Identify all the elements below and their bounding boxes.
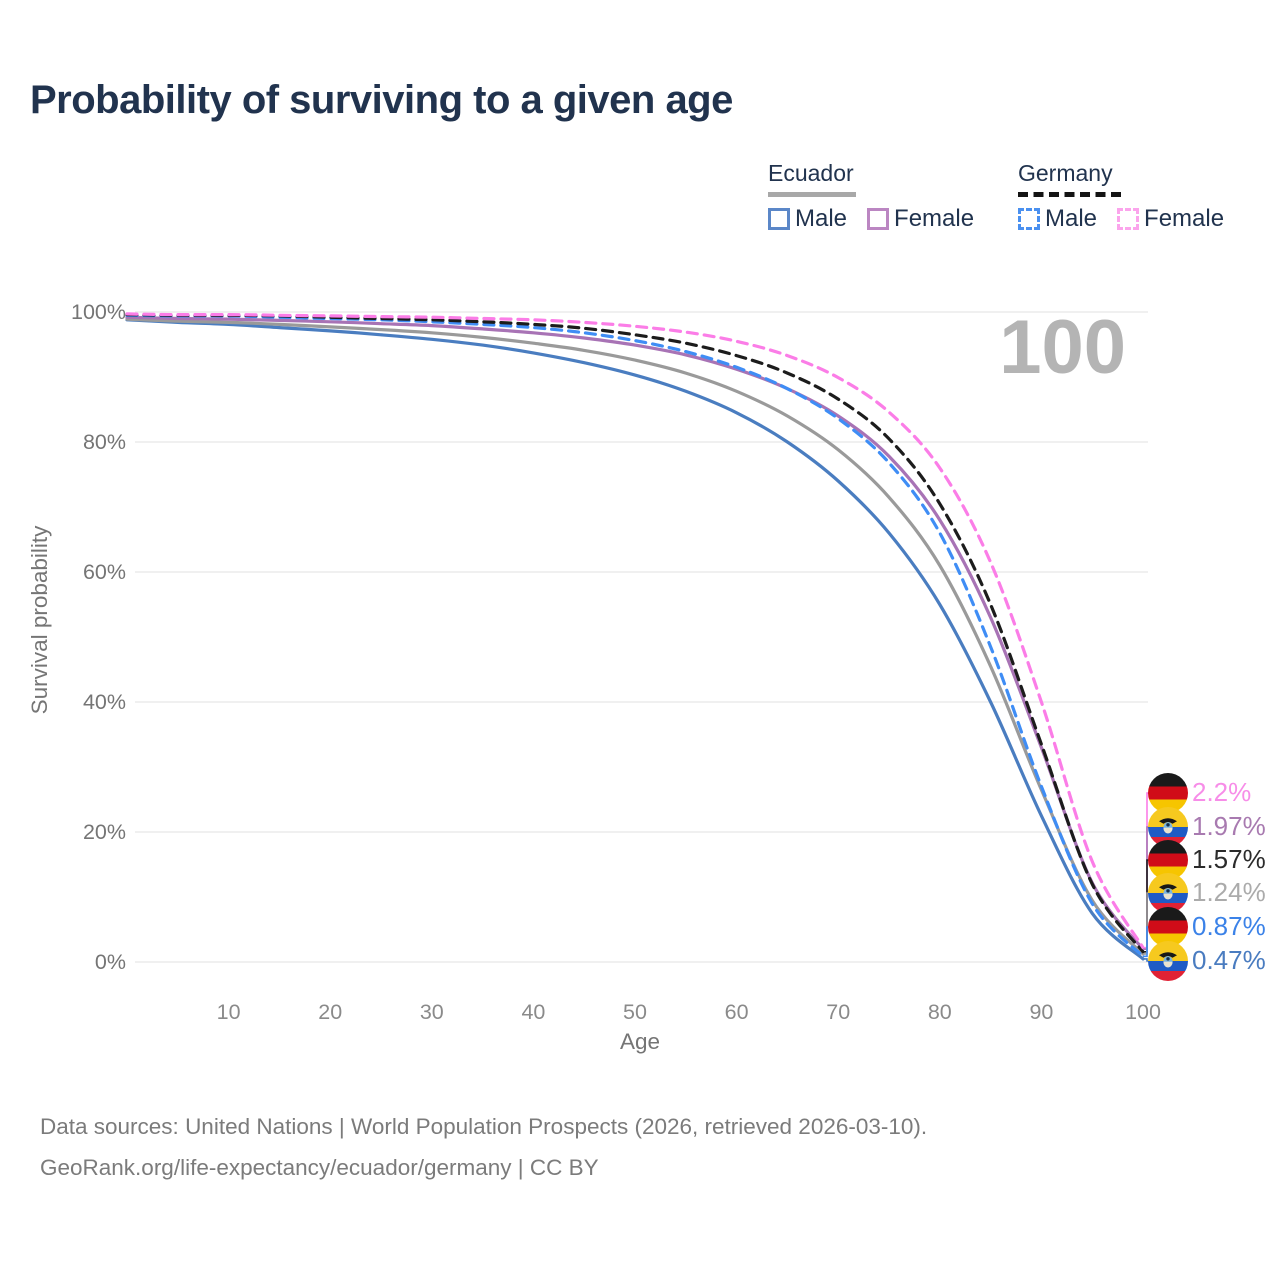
line-swatch-icon <box>1117 208 1140 230</box>
end-value-label-germany-female: 2.2% <box>1192 777 1252 807</box>
footer-attribution: GeoRank.org/life-expectancy/ecuador/germ… <box>40 1155 599 1180</box>
legend-item-germany-male[interactable]: Male <box>1018 205 1097 233</box>
legend-group-germany: Germany Male Female <box>1018 160 1224 233</box>
legend-group-ecuador: Ecuador Male Female <box>768 160 974 233</box>
legend-item-ecuador-male[interactable]: Male <box>768 205 847 233</box>
series-line-germany-female[interactable] <box>125 312 1145 950</box>
x-tick-label: 10 <box>217 1000 241 1024</box>
x-tick-label: 90 <box>1029 1000 1053 1024</box>
end-value-label-germany: 1.57% <box>1192 844 1266 874</box>
y-tick-label: 60% <box>83 560 126 584</box>
ecuador-crest-icon <box>1159 884 1177 900</box>
x-axis-title: Age <box>620 1029 660 1054</box>
ecuador-crest-icon <box>1159 818 1177 834</box>
series-line-germany-male[interactable] <box>125 313 1145 958</box>
y-axis-title: Survival probability <box>27 525 52 715</box>
legend-header-germany[interactable]: Germany <box>1018 160 1121 197</box>
x-tick-label: 40 <box>521 1000 545 1024</box>
y-tick-label: 0% <box>95 950 126 974</box>
x-tick-label: 100 <box>1125 1000 1161 1024</box>
series-line-ecuador-female[interactable] <box>125 315 1145 951</box>
x-tick-label: 60 <box>725 1000 749 1024</box>
footer: Data sources: United Nations | World Pop… <box>40 1106 927 1188</box>
legend-item-label: Male <box>795 205 848 232</box>
legend-item-label: Female <box>894 205 975 232</box>
x-tick-label: 80 <box>928 1000 952 1024</box>
series-line-germany[interactable] <box>125 313 1145 954</box>
x-tick-label: 20 <box>318 1000 342 1024</box>
legend-row-ecuador: Male Female <box>768 205 974 233</box>
y-tick-label: 20% <box>83 820 126 844</box>
x-tick-label: 50 <box>623 1000 647 1024</box>
x-tick-label: 30 <box>420 1000 444 1024</box>
legend-header-ecuador[interactable]: Ecuador <box>768 160 856 197</box>
legend-row-germany: Male Female <box>1018 205 1224 233</box>
page-title: Probability of surviving to a given age <box>30 78 733 122</box>
legend-item-germany-female[interactable]: Female <box>1117 205 1224 233</box>
end-value-label-ecuador-female: 1.97% <box>1192 811 1266 841</box>
footer-data-sources: Data sources: United Nations | World Pop… <box>40 1114 928 1139</box>
legend-item-ecuador-female[interactable]: Female <box>867 205 974 233</box>
line-swatch-icon <box>768 208 790 230</box>
series-line-ecuador[interactable] <box>125 317 1145 956</box>
germany-flag-icon <box>1148 907 1188 947</box>
y-tick-label: 100% <box>71 300 126 324</box>
series-line-ecuador-male[interactable] <box>125 318 1145 961</box>
x-tick-label: 70 <box>826 1000 850 1024</box>
hovered-age-watermark: 100 <box>999 305 1126 390</box>
y-tick-label: 80% <box>83 430 126 454</box>
line-swatch-icon <box>867 208 890 230</box>
ecuador-flag-icon <box>1148 941 1188 981</box>
germany-flag-icon <box>1148 773 1188 813</box>
flag-stripes <box>1148 907 1188 947</box>
line-swatch-icon <box>1018 208 1040 230</box>
ecuador-crest-icon <box>1159 952 1177 968</box>
y-tick-label: 40% <box>83 690 126 714</box>
end-value-label-germany-male: 0.87% <box>1192 911 1266 941</box>
legend-item-label: Female <box>1144 205 1225 232</box>
end-value-label-ecuador-male: 0.47% <box>1192 945 1266 975</box>
ecuador-flag-icon <box>1148 873 1188 913</box>
legend-item-label: Male <box>1045 205 1098 232</box>
flag-stripes <box>1148 773 1188 813</box>
end-value-label-ecuador: 1.24% <box>1192 877 1266 907</box>
